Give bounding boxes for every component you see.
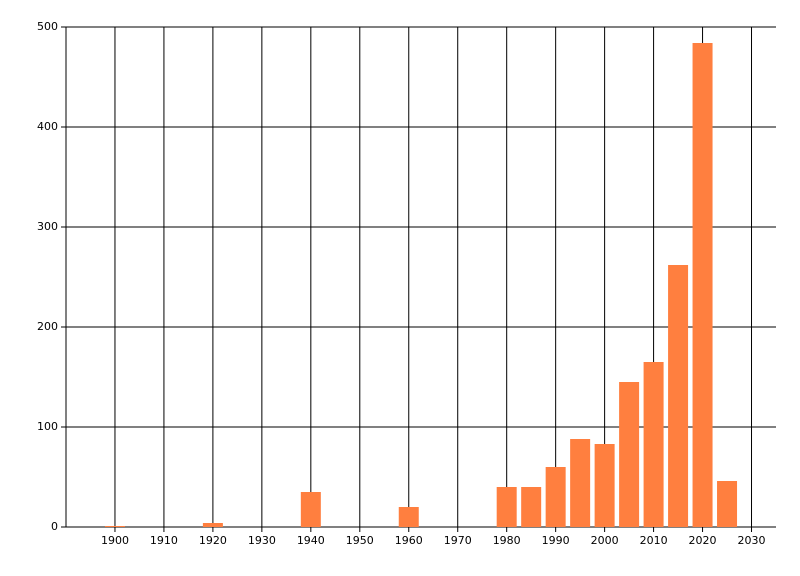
x-tick-label: 1920 <box>199 534 227 547</box>
x-tick-label: 1940 <box>297 534 325 547</box>
x-tick-label: 1980 <box>493 534 521 547</box>
y-tick-label: 400 <box>37 120 58 133</box>
x-tick-label: 2030 <box>738 534 766 547</box>
y-tick-label: 200 <box>37 320 58 333</box>
y-tick-label: 100 <box>37 420 58 433</box>
x-tick-label: 1930 <box>248 534 276 547</box>
bar <box>300 492 321 527</box>
bar <box>104 526 125 527</box>
x-tick-label: 1970 <box>444 534 472 547</box>
bar <box>619 382 640 527</box>
bar <box>594 444 615 527</box>
y-tick-label: 0 <box>51 520 58 533</box>
bar <box>521 487 542 527</box>
x-tick-label: 2020 <box>689 534 717 547</box>
x-tick-label: 1910 <box>150 534 178 547</box>
bar <box>570 439 591 527</box>
y-tick-label: 300 <box>37 220 58 233</box>
bar <box>398 507 419 527</box>
bar <box>496 487 517 527</box>
x-tick-label: 2010 <box>640 534 668 547</box>
y-tick-label: 500 <box>37 20 58 33</box>
x-tick-label: 1900 <box>101 534 129 547</box>
bar <box>643 362 664 527</box>
x-tick-label: 1950 <box>346 534 374 547</box>
x-tick-label: 1990 <box>542 534 570 547</box>
x-tick-label: 2000 <box>591 534 619 547</box>
bar <box>202 523 223 527</box>
x-tick-label: 1960 <box>395 534 423 547</box>
bar <box>545 467 566 527</box>
bar <box>692 43 713 527</box>
bar <box>717 481 738 527</box>
bar <box>668 265 689 527</box>
